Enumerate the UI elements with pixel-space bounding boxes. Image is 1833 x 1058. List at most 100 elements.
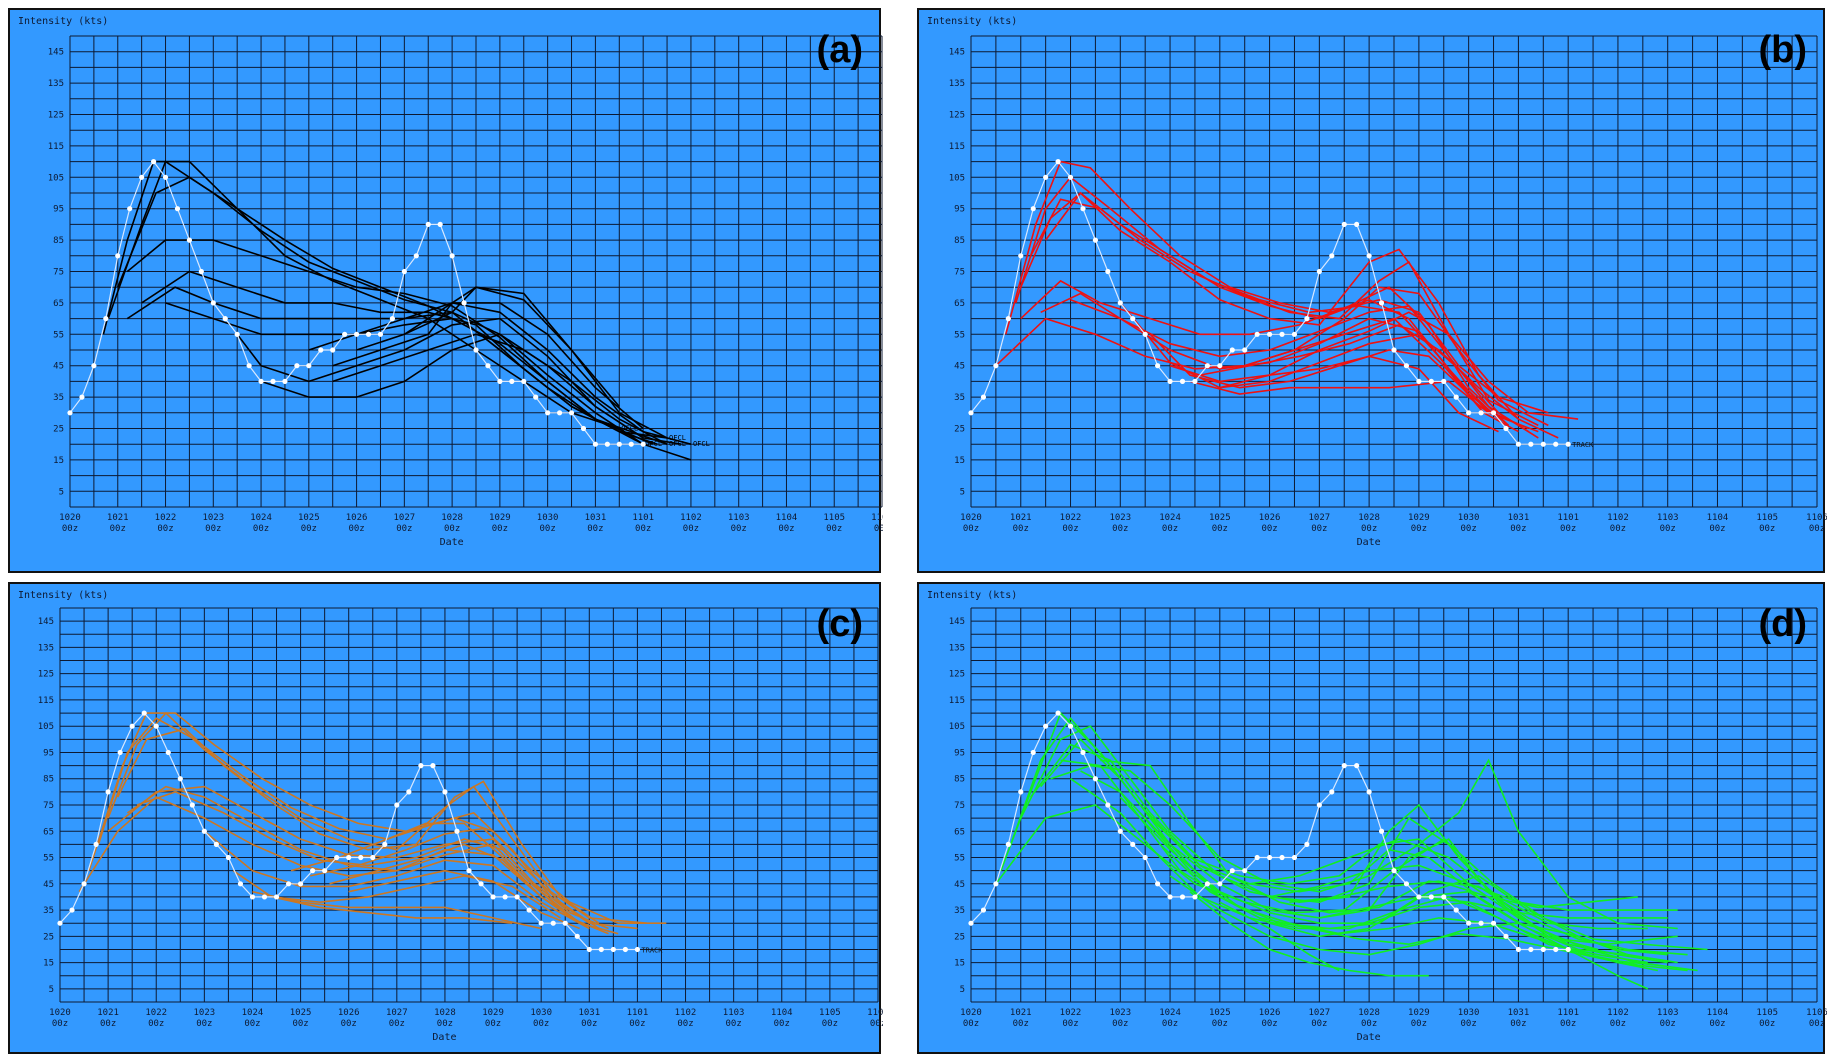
observed-point (968, 920, 974, 926)
x-tick-sublabel: 00z (292, 1019, 308, 1029)
x-tick-sublabel: 00z (1660, 524, 1676, 534)
x-tick-label: 1104 (1707, 513, 1729, 523)
observed-point (91, 363, 97, 369)
x-tick-label: 1105 (1756, 513, 1778, 523)
ensemble-line-14 (1199, 324, 1559, 439)
series-end-label: OFCL (669, 434, 686, 442)
x-tick-label: 1030 (537, 513, 559, 523)
y-tick-label: 105 (48, 173, 64, 183)
ensemble-line-16 (348, 869, 581, 930)
y-tick-label: 115 (48, 142, 64, 152)
y-tick-label: 25 (954, 425, 965, 435)
y-tick-label: 115 (949, 142, 965, 152)
y-tick-label: 115 (949, 696, 965, 706)
observed-point (1266, 854, 1273, 861)
y-tick-label: 25 (53, 425, 64, 435)
y-tick-label: 145 (949, 48, 965, 58)
series-end-label: OFCL (645, 440, 662, 448)
panel-b: 5 15 25 35 45 55 65 75 85 95 105 115 125 135 145 1020 00… (917, 8, 1827, 573)
x-tick-sublabel: 00z (1660, 1019, 1676, 1029)
y-tick-label: 85 (954, 236, 965, 246)
x-tick-sublabel: 00z (1162, 524, 1178, 534)
observed-point (346, 854, 352, 861)
y-tick-label: 145 (949, 617, 965, 627)
observed-point (616, 441, 622, 447)
observed-point (1416, 378, 1422, 384)
x-tick-sublabel: 00z (870, 1019, 883, 1029)
observed-point (1279, 854, 1285, 861)
observed-point (1490, 920, 1497, 926)
y-tick-label: 55 (53, 330, 64, 340)
x-tick-sublabel: 00z (1361, 1019, 1377, 1029)
panel-letter: (b) (1758, 29, 1807, 71)
observed-point (1565, 946, 1571, 953)
x-tick-sublabel: 00z (1560, 524, 1576, 534)
x-tick-label: 1103 (723, 1008, 745, 1018)
x-tick-sublabel: 00z (110, 524, 126, 534)
chart-panel-a: 5152535455565758595105115125135145102000… (18, 16, 883, 548)
observed-point (556, 410, 563, 416)
x-tick-sublabel: 00z (244, 1019, 260, 1029)
ensemble-line-15 (1169, 875, 1668, 956)
x-tick-sublabel: 00z (196, 1019, 212, 1029)
observed-point (604, 441, 610, 447)
observed-point (1490, 410, 1497, 416)
x-tick-sublabel: 00z (157, 524, 173, 534)
ensemble-line-3 (1020, 191, 1539, 433)
x-tick-label: 1028 (441, 513, 463, 523)
x-tick-sublabel: 00z (1311, 1019, 1327, 1029)
ensemble-line-18 (1249, 838, 1648, 930)
x-tick-sublabel: 00z (963, 1019, 979, 1029)
observed-point (306, 363, 312, 369)
x-tick-sublabel: 00z (581, 1019, 597, 1029)
x-tick-sublabel: 00z (1759, 524, 1775, 534)
observed-point (437, 221, 443, 227)
y-tick-label: 55 (954, 330, 965, 340)
observed-point (1105, 802, 1111, 808)
y-axis-title: Intensity (kts) (18, 590, 108, 601)
observed-point (1515, 441, 1522, 447)
observed-point (1540, 441, 1546, 447)
grid (970, 35, 1818, 508)
observed-point (1378, 300, 1385, 306)
x-tick-label: 1029 (1408, 1008, 1430, 1018)
x-tick-label: 1031 (585, 513, 607, 523)
y-tick-label: 105 (38, 722, 54, 732)
observed-point (1167, 894, 1173, 900)
observed-point (1117, 300, 1123, 306)
x-tick-sublabel: 00z (485, 1019, 501, 1029)
y-tick-label: 15 (43, 959, 54, 969)
x-tick-label: 1031 (1508, 513, 1530, 523)
observed-point (358, 854, 364, 861)
x-tick-label: 1020 (49, 1008, 71, 1018)
observed-point (1378, 828, 1385, 834)
x-tick-sublabel: 00z (635, 524, 651, 534)
observed-track (968, 710, 1571, 953)
observed-point (258, 378, 264, 384)
ensemble-line-10 (1080, 770, 1649, 990)
observed-point (485, 363, 491, 369)
x-tick-label: 1024 (1159, 513, 1181, 523)
observed-point (430, 763, 436, 769)
observed-point (509, 378, 515, 384)
observed-point (490, 894, 496, 900)
chart-panel-b: 5152535455565758595105115125135145102000… (927, 16, 1827, 548)
x-tick-label: 1023 (194, 1008, 216, 1018)
observed-point (526, 907, 532, 913)
observed-point (1229, 868, 1235, 874)
observed-point (1478, 410, 1484, 416)
observed-point (139, 174, 145, 180)
observed-point (394, 802, 400, 808)
x-tick-sublabel: 00z (683, 524, 699, 534)
observed-point (1142, 331, 1148, 337)
x-tick-label: 1025 (1209, 513, 1231, 523)
observed-point (418, 763, 424, 769)
ensemble-line-14 (332, 333, 668, 445)
panel-a: 5 15 25 35 45 55 65 75 85 95 105 115 125 135 145 1020 00… (8, 8, 883, 573)
y-tick-label: 15 (954, 959, 965, 969)
observed-point (538, 920, 544, 926)
observed-point (1080, 749, 1086, 756)
y-tick-label: 85 (954, 775, 965, 785)
x-tick-sublabel: 00z (348, 524, 364, 534)
y-tick-label: 15 (954, 456, 965, 466)
